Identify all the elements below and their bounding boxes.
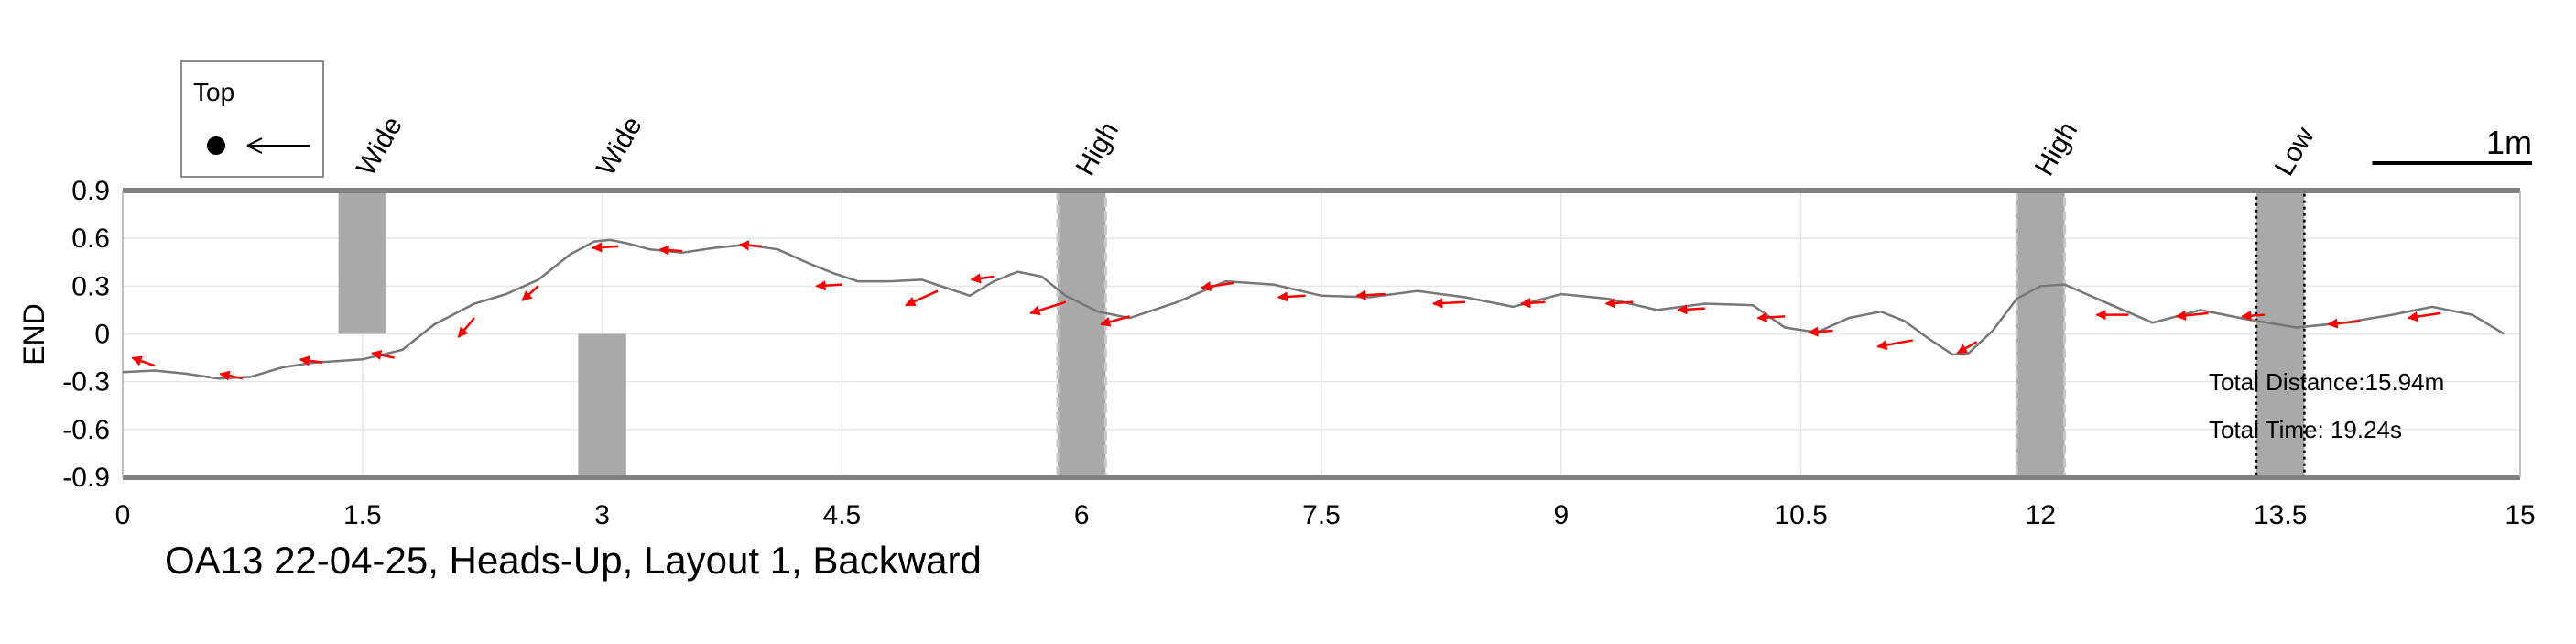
direction-arrow	[131, 355, 156, 367]
direction-arrow	[1808, 326, 1833, 337]
direction-arrow	[1100, 315, 1130, 327]
obstacle-low-5	[2255, 189, 2306, 479]
direction-arrow	[1355, 289, 1386, 300]
scale-bar: 1m	[2372, 124, 2532, 165]
total-time: Total Time: 19.24s	[2209, 416, 2402, 443]
x-tick-label: 10.5	[1774, 500, 1827, 530]
direction-arrow	[658, 245, 682, 256]
direction-arrow	[2241, 311, 2265, 322]
direction-arrow	[2175, 310, 2209, 321]
y-axis-label: END	[17, 303, 50, 366]
obstacle-wide-2	[578, 333, 626, 477]
x-tick-label: 1.5	[343, 500, 382, 530]
x-tick-label: 3	[594, 500, 610, 530]
direction-arrow	[2407, 311, 2440, 322]
direction-arrow	[2327, 318, 2361, 329]
scale-bar-label: 1m	[2486, 124, 2532, 161]
x-tick-label: 15	[2505, 500, 2535, 530]
direction-arrow	[521, 285, 539, 301]
y-tick-label: 0.9	[71, 176, 110, 206]
direction-arrow	[1200, 281, 1234, 292]
direction-arrow	[1677, 304, 1705, 315]
obstacle-high-4	[2015, 189, 2067, 479]
x-tick-label: 13.5	[2254, 500, 2307, 530]
y-tick-label: 0	[94, 320, 110, 350]
chart-title: OA13 22-04-25, Heads-Up, Layout 1, Backw…	[165, 539, 982, 582]
x-tick-label: 0	[115, 500, 131, 530]
obstacle-label: Low	[2269, 122, 2321, 180]
obstacle-label: Wide	[351, 112, 408, 181]
direction-arrow	[371, 349, 395, 360]
x-tick-label: 7.5	[1302, 500, 1341, 530]
direction-arrow	[299, 355, 323, 366]
total-distance: Total Distance:15.94m	[2209, 368, 2444, 396]
legend: Top	[180, 60, 324, 178]
legend-title: Top	[193, 78, 234, 106]
direction-arrow	[1277, 291, 1306, 302]
direction-arrow	[457, 317, 475, 338]
y-tick-label: -0.3	[62, 367, 110, 398]
direction-arrow	[1876, 339, 1913, 351]
x-tick-label: 4.5	[823, 500, 862, 530]
direction-arrow	[970, 273, 995, 284]
grid-lines	[122, 190, 2521, 478]
obstacle-wide-1	[338, 191, 386, 334]
direction-arrow	[738, 240, 763, 251]
y-tick-label: 0.6	[71, 224, 110, 254]
direction-arrow	[815, 280, 842, 291]
direction-arrow	[1432, 298, 1466, 309]
direction-arrows	[131, 240, 2440, 381]
x-tick-label: 6	[1074, 500, 1090, 530]
direction-arrow	[905, 289, 939, 307]
y-tick-label: -0.9	[62, 463, 110, 493]
direction-arrow	[1756, 311, 1786, 323]
y-tick-label: 0.3	[71, 271, 110, 301]
y-tick-label: -0.6	[62, 415, 110, 445]
direction-arrow	[1604, 298, 1634, 309]
direction-arrow	[1956, 341, 1978, 355]
legend-dot-icon	[207, 136, 225, 155]
obstacle-label: High	[2029, 117, 2083, 181]
y-tick-labels: 0.9 0.6 0.3 0 -0.3 -0.6 -0.9	[62, 176, 110, 493]
x-tick-labels: 0 1.5 3 4.5 6 7.5 9 10.5 12 13.5 15	[115, 500, 2536, 530]
obstacle-label: Wide	[591, 112, 648, 181]
trajectory-path	[122, 238, 2505, 380]
direction-arrow	[1029, 300, 1067, 316]
direction-arrow	[219, 370, 244, 381]
direction-arrow	[1520, 298, 1546, 309]
x-tick-label: 9	[1553, 500, 1569, 530]
obstacle-high-3	[1056, 189, 1107, 479]
x-tick-label: 12	[2026, 500, 2056, 530]
obstacle-label: High	[1071, 117, 1125, 181]
direction-arrow	[592, 242, 619, 253]
